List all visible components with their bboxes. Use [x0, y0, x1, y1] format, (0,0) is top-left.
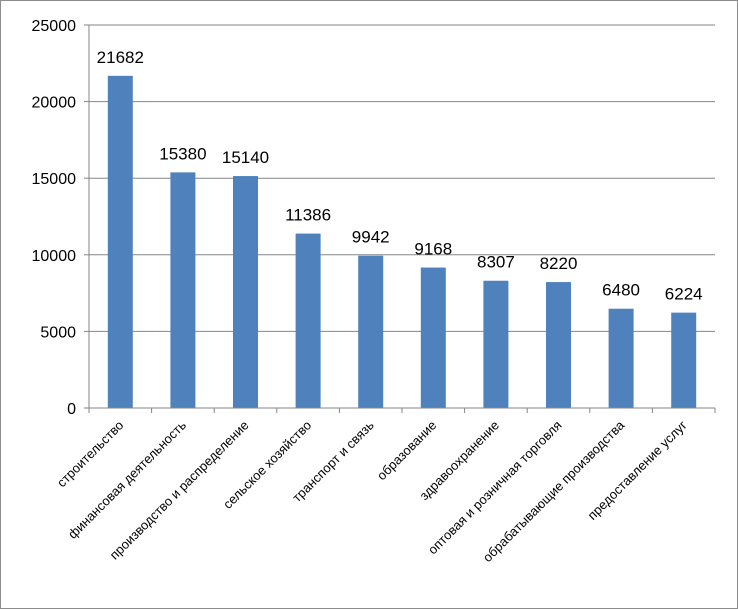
bar — [483, 280, 509, 408]
data-label: 6224 — [665, 285, 703, 304]
bar — [358, 255, 384, 408]
data-label: 9168 — [414, 240, 452, 259]
y-tick-label: 10000 — [32, 248, 77, 265]
y-tick-label: 0 — [67, 401, 76, 418]
bar — [295, 233, 321, 408]
y-tick-label: 20000 — [32, 95, 77, 112]
y-tick-label: 5000 — [40, 324, 76, 341]
y-axis-tick-labels: 0 5000 10000 15000 20000 25000 — [32, 18, 77, 418]
data-labels: 21682 15380 15140 11386 9942 9168 8307 8220 6480… — [97, 48, 703, 304]
category-label: оптовая и розничная торговля — [425, 418, 565, 558]
y-tick-label: 25000 — [32, 18, 77, 35]
data-label: 8220 — [540, 254, 578, 273]
bar — [170, 172, 196, 408]
axes — [84, 24, 716, 413]
category-label: финансовая деятельность — [65, 417, 189, 541]
y-tick-label: 15000 — [32, 171, 77, 188]
data-label: 8307 — [477, 253, 515, 272]
bar — [608, 308, 634, 408]
data-label: 15140 — [222, 148, 269, 167]
bar — [233, 176, 258, 408]
data-label: 11386 — [285, 206, 331, 225]
data-label: 6480 — [602, 281, 640, 300]
bar — [546, 282, 571, 408]
bar — [107, 75, 133, 408]
data-label: 9942 — [352, 228, 390, 247]
data-label: 15380 — [159, 144, 206, 163]
bar — [671, 312, 697, 408]
category-label: образование — [374, 418, 440, 484]
bar — [420, 267, 446, 408]
bars — [107, 75, 697, 408]
data-label: 21682 — [97, 48, 144, 67]
